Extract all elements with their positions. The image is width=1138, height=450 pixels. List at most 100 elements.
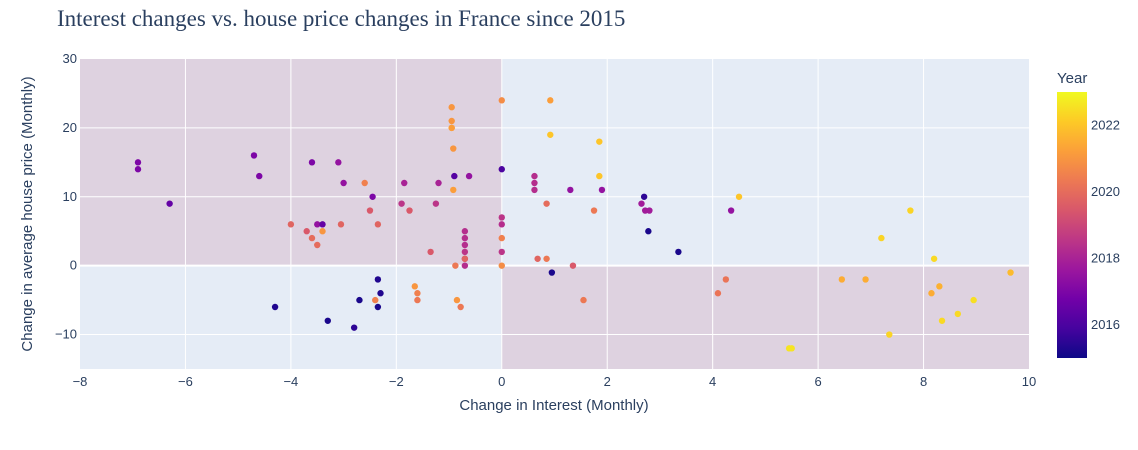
data-point	[377, 290, 384, 297]
data-point	[324, 317, 331, 324]
y-axis-ticks: −10 0 10 20 30	[55, 51, 77, 342]
data-point	[319, 228, 326, 235]
data-point	[427, 248, 434, 256]
data-point	[314, 221, 321, 228]
data-point	[548, 269, 556, 276]
x-tick-label: 4	[709, 374, 716, 389]
y-tick-label: 20	[63, 120, 77, 135]
x-tick-label: 8	[920, 374, 927, 389]
x-tick-label: 0	[498, 374, 505, 389]
data-point	[461, 262, 469, 269]
data-point	[543, 200, 550, 207]
data-point	[451, 172, 458, 180]
data-point	[432, 200, 440, 207]
data-point	[461, 248, 469, 256]
data-point	[314, 241, 321, 249]
plot-background	[80, 59, 1029, 369]
data-point	[930, 255, 938, 262]
data-point	[450, 145, 457, 152]
data-point	[411, 283, 418, 290]
data-point	[498, 221, 505, 228]
data-point	[271, 303, 279, 311]
data-point	[838, 276, 846, 283]
data-point	[531, 186, 538, 194]
data-point	[435, 179, 442, 187]
data-point	[714, 290, 722, 297]
data-point	[414, 290, 421, 297]
colorbar-gradient	[1057, 92, 1087, 358]
data-point	[453, 296, 461, 304]
data-point	[340, 179, 347, 187]
data-point	[450, 186, 457, 194]
data-point	[590, 207, 598, 214]
data-point	[567, 186, 574, 194]
data-point	[461, 234, 469, 242]
data-point	[374, 303, 382, 311]
data-point	[569, 262, 577, 269]
data-point	[134, 159, 142, 166]
data-point	[369, 193, 376, 200]
data-point	[543, 255, 550, 262]
y-tick-label: −10	[55, 327, 77, 342]
data-point	[547, 131, 554, 138]
data-point	[498, 214, 505, 221]
data-point	[134, 166, 142, 173]
data-point	[335, 159, 342, 166]
colorbar-title: Year	[1057, 70, 1087, 87]
x-tick-label: 10	[1022, 374, 1036, 389]
data-point	[596, 172, 603, 180]
grid-lines	[80, 59, 1029, 369]
data-point	[461, 255, 469, 262]
data-point	[645, 228, 652, 235]
data-point	[936, 283, 943, 290]
data-point	[414, 296, 421, 304]
data-point	[448, 117, 455, 125]
data-point	[727, 207, 735, 214]
colorbar-tick-label: 2018	[1091, 250, 1120, 265]
data-point	[722, 276, 730, 283]
data-point	[928, 290, 935, 297]
data-point	[598, 186, 606, 194]
data-point	[954, 310, 962, 318]
x-tick-label: 6	[814, 374, 821, 389]
colorbar-ticks: 2016 2018 2020 2022	[1091, 117, 1120, 332]
data-point	[457, 303, 464, 311]
data-point	[374, 276, 382, 283]
x-tick-label: −8	[73, 374, 88, 389]
data-point	[547, 97, 554, 104]
data-point	[580, 296, 587, 304]
data-point	[878, 234, 885, 242]
chart-title: Interest changes vs. house price changes…	[57, 6, 626, 31]
data-point	[970, 296, 977, 304]
data-point	[303, 228, 310, 235]
y-tick-label: 0	[70, 258, 77, 273]
data-point	[287, 221, 295, 228]
data-point	[638, 200, 645, 207]
data-point	[366, 207, 374, 214]
data-point	[337, 221, 345, 228]
data-point	[646, 207, 653, 214]
data-point	[938, 317, 946, 324]
data-point	[361, 179, 368, 187]
data-point	[448, 104, 455, 111]
plot-area	[80, 59, 1029, 369]
data-point	[534, 255, 541, 262]
shaded-quadrant-bottom-right	[501, 265, 1029, 369]
x-tick-label: −6	[178, 374, 193, 389]
y-tick-label: 10	[63, 189, 77, 204]
data-point	[596, 138, 603, 145]
data-point	[498, 234, 505, 242]
data-point	[256, 172, 263, 180]
colorbar-tick-label: 2022	[1091, 117, 1120, 132]
data-point	[406, 207, 413, 214]
y-axis-label: Change in average house price (Monthly)	[19, 76, 36, 351]
data-point	[461, 241, 469, 249]
data-point	[498, 97, 505, 104]
colorbar: Year 2016 2018 2020 2022	[1057, 70, 1120, 358]
data-point	[498, 166, 505, 173]
data-point	[308, 159, 316, 166]
data-point	[374, 221, 382, 228]
data-point	[886, 331, 893, 338]
data-point	[498, 248, 505, 256]
data-point	[452, 262, 459, 269]
